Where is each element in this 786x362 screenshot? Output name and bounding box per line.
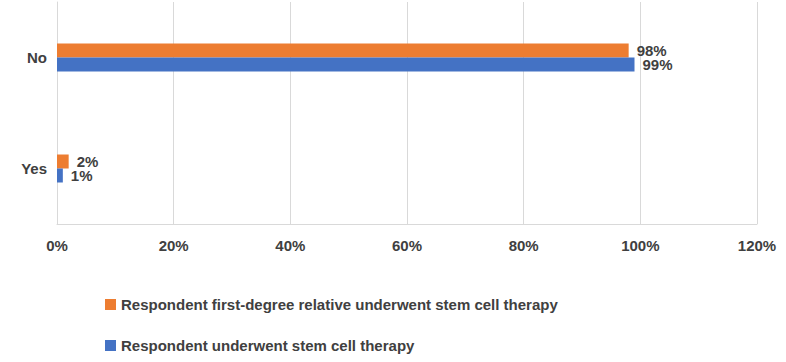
svg-text:20%: 20% <box>159 237 189 254</box>
svg-text:40%: 40% <box>275 237 305 254</box>
svg-text:99%: 99% <box>643 56 673 73</box>
svg-text:Respondent underwent stem cell: Respondent underwent stem cell therapy <box>121 337 415 354</box>
svg-text:Respondent first-degree relati: Respondent first-degree relative underwe… <box>121 296 558 313</box>
svg-text:98%: 98% <box>636 42 667 59</box>
svg-text:100%: 100% <box>621 237 659 254</box>
svg-text:80%: 80% <box>509 237 539 254</box>
svg-text:1%: 1% <box>71 167 93 184</box>
svg-text:Yes: Yes <box>21 160 47 177</box>
svg-text:120%: 120% <box>738 237 776 254</box>
svg-text:60%: 60% <box>392 237 422 254</box>
svg-text:2%: 2% <box>76 153 99 170</box>
svg-text:No: No <box>27 49 47 66</box>
svg-text:0%: 0% <box>46 237 68 254</box>
